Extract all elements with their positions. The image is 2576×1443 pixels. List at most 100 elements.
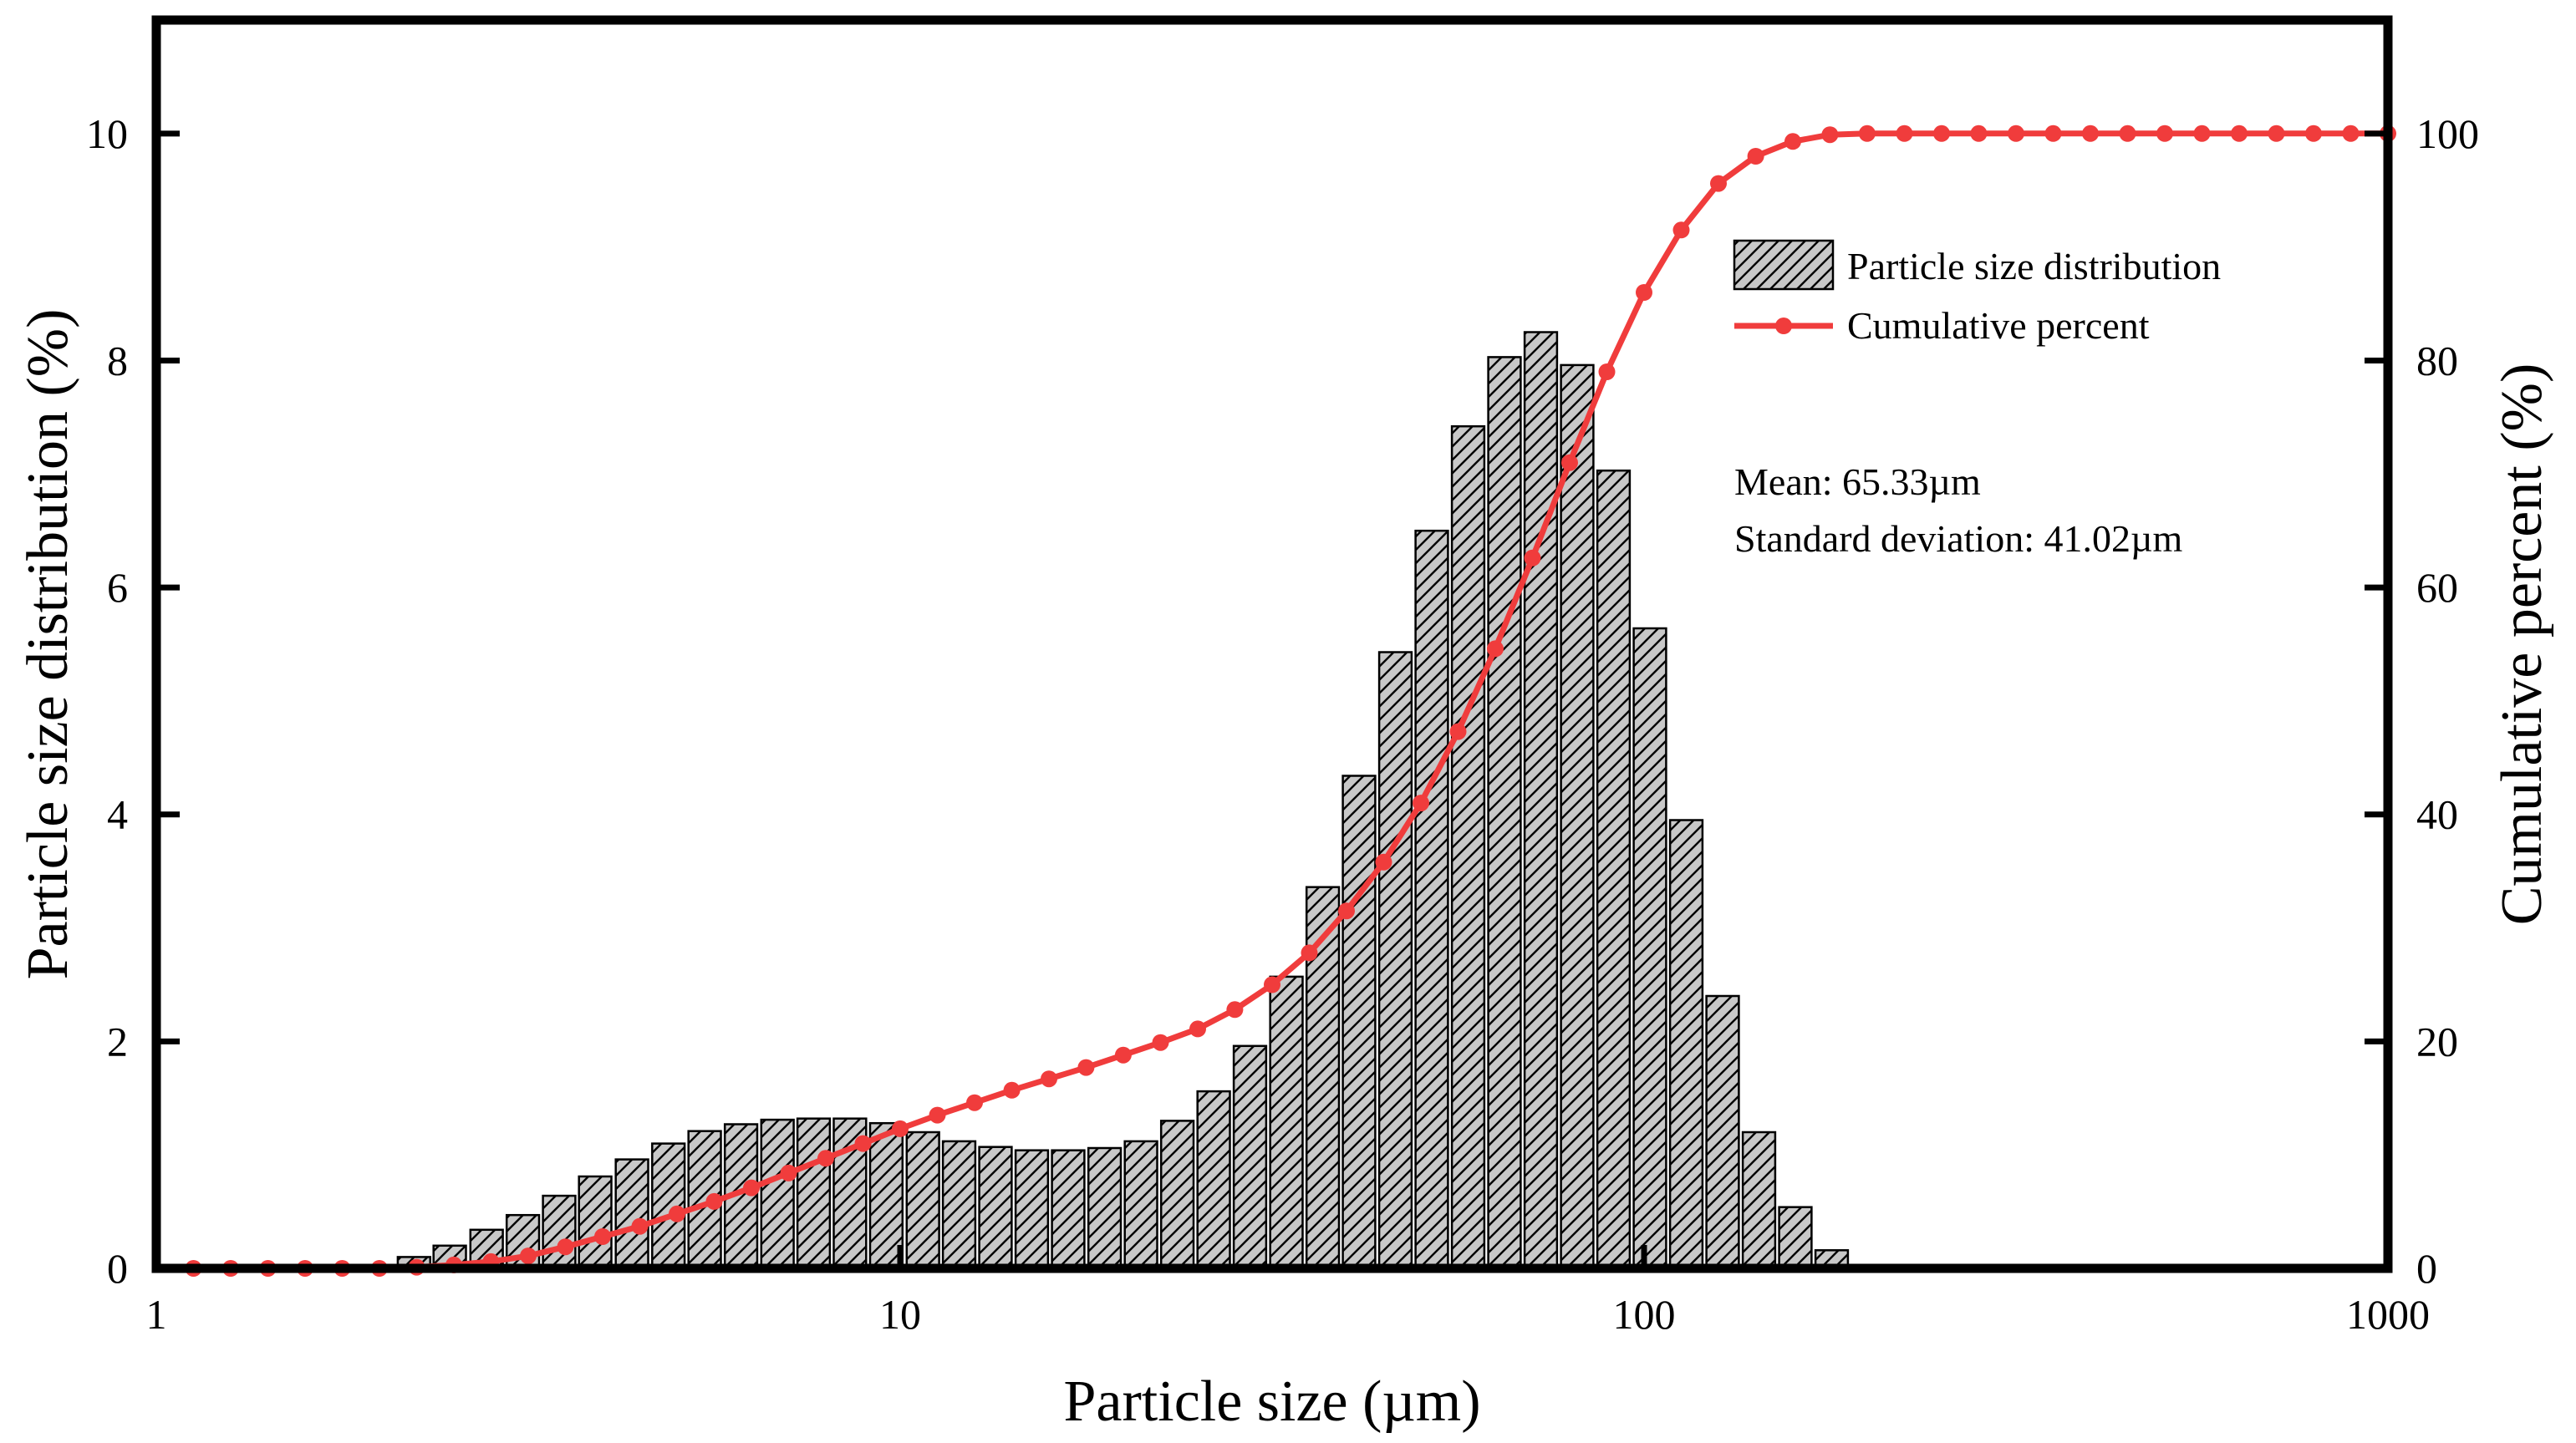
y-tick-label: 2	[107, 1018, 128, 1064]
distribution-bar	[941, 1140, 977, 1270]
cumulative-point	[705, 1192, 723, 1210]
distribution-bar	[1341, 775, 1377, 1270]
x-tick-label: 1	[146, 1291, 167, 1338]
cumulative-point	[2193, 124, 2211, 142]
cumulative-point	[2082, 124, 2099, 142]
cumulative-point	[929, 1106, 946, 1124]
y2-tick-label: 100	[2416, 110, 2479, 157]
cumulative-point	[1970, 124, 1988, 142]
cumulative-point	[631, 1217, 649, 1235]
y2-axis-ticks: 0 20 40 60 80 100	[2365, 110, 2479, 1292]
y-axis-ticks: 0 2 4 6 8 10	[86, 110, 180, 1292]
cumulative-point	[2156, 124, 2173, 142]
cumulative-point	[557, 1238, 574, 1256]
distribution-bars	[396, 331, 1850, 1270]
x-tick-label: 1000	[2346, 1291, 2430, 1338]
y-tick-label: 4	[107, 791, 128, 838]
cumulative-point	[1003, 1081, 1021, 1099]
distribution-bar	[1305, 886, 1341, 1270]
x-tick-label: 100	[1613, 1291, 1676, 1338]
cumulative-point	[1896, 124, 1913, 142]
distribution-bar	[1269, 975, 1304, 1270]
cumulative-point	[1041, 1070, 1057, 1088]
distribution-bar	[868, 1121, 904, 1270]
cumulative-point	[780, 1164, 797, 1181]
y-tick-label: 10	[86, 110, 128, 157]
y-tick-label: 0	[107, 1245, 128, 1292]
distribution-bar	[542, 1194, 577, 1270]
distribution-bar	[1487, 356, 1522, 1270]
y2-tick-label: 20	[2416, 1018, 2458, 1064]
cumulative-point	[817, 1150, 834, 1167]
distribution-bar	[1377, 651, 1413, 1270]
cumulative-point	[743, 1179, 760, 1197]
cumulative-point	[1189, 1020, 1206, 1038]
cumulative-point	[1114, 1046, 1132, 1064]
y-axis-title: Particle size distribution (%)	[16, 309, 80, 980]
legend-bar-swatch	[1733, 239, 1835, 291]
distribution-bar	[1523, 331, 1559, 1270]
distribution-bar	[1123, 1140, 1158, 1270]
cumulative-point	[1301, 944, 1318, 962]
cumulative-point	[1784, 133, 1801, 150]
cumulative-point	[1375, 853, 1392, 871]
cumulative-point	[1672, 221, 1690, 239]
distribution-bar	[796, 1117, 832, 1270]
cumulative-point	[2231, 124, 2248, 142]
legend-line-marker	[1775, 318, 1792, 334]
y2-tick-label: 40	[2416, 791, 2458, 838]
cumulative-point	[966, 1094, 983, 1111]
y2-tick-label: 0	[2416, 1245, 2437, 1292]
cumulative-point	[594, 1228, 611, 1245]
distribution-bar	[1596, 469, 1632, 1270]
legend-label-distribution: Particle size distribution	[1847, 245, 2221, 287]
x-axis-title: Particle size (µm)	[1063, 1369, 1480, 1434]
y-tick-label: 8	[107, 337, 128, 384]
plot-frame	[151, 15, 2393, 1273]
distribution-bar	[651, 1142, 686, 1270]
distribution-bar	[1705, 994, 1740, 1270]
cumulative-point	[1413, 795, 1429, 812]
distribution-bar	[1741, 1131, 1777, 1270]
distribution-bar	[1087, 1146, 1123, 1270]
distribution-bar	[1159, 1120, 1195, 1270]
cumulative-point	[520, 1247, 537, 1265]
cumulative-point	[854, 1135, 872, 1152]
distribution-bar	[1414, 529, 1449, 1270]
y2-tick-label: 80	[2416, 337, 2458, 384]
cumulative-point	[892, 1120, 909, 1137]
distribution-bar	[1014, 1149, 1050, 1270]
cumulative-point	[1338, 902, 1355, 920]
annotation-std-dev: Standard deviation: 41.02µm	[1734, 517, 2182, 560]
x-tick-label: 10	[879, 1291, 921, 1338]
cumulative-point	[669, 1205, 685, 1222]
cumulative-point	[1747, 148, 1764, 165]
cumulative-point	[2119, 124, 2136, 142]
distribution-bar	[1632, 627, 1667, 1270]
distribution-bar	[1196, 1090, 1231, 1270]
y-tick-label: 6	[107, 564, 128, 611]
cumulative-point	[2268, 124, 2285, 142]
cumulative-point	[1933, 124, 1950, 142]
cumulative-point	[2305, 124, 2322, 142]
distribution-bar	[905, 1131, 940, 1270]
cumulative-point	[1561, 454, 1578, 471]
cumulative-point	[1821, 126, 1839, 144]
distribution-bar	[1560, 363, 1595, 1270]
cumulative-point	[1710, 175, 1727, 192]
cumulative-point	[1598, 363, 1616, 380]
cumulative-point	[1226, 1001, 1244, 1019]
cumulative-point	[1858, 124, 1876, 142]
distribution-bar	[1232, 1044, 1268, 1270]
cumulative-point	[2342, 124, 2360, 142]
cumulative-point	[1152, 1034, 1169, 1051]
distribution-bar	[1778, 1206, 1813, 1270]
annotation-mean: Mean: 65.33µm	[1734, 460, 1981, 503]
y2-axis-title: Cumulative percent (%)	[2490, 363, 2554, 926]
cumulative-point	[1636, 284, 1652, 301]
x-axis-ticks: 1 10 100 1000	[146, 1245, 2430, 1338]
distribution-bar	[614, 1158, 649, 1270]
cumulative-point	[1524, 549, 1541, 567]
cumulative-point	[1077, 1059, 1095, 1076]
